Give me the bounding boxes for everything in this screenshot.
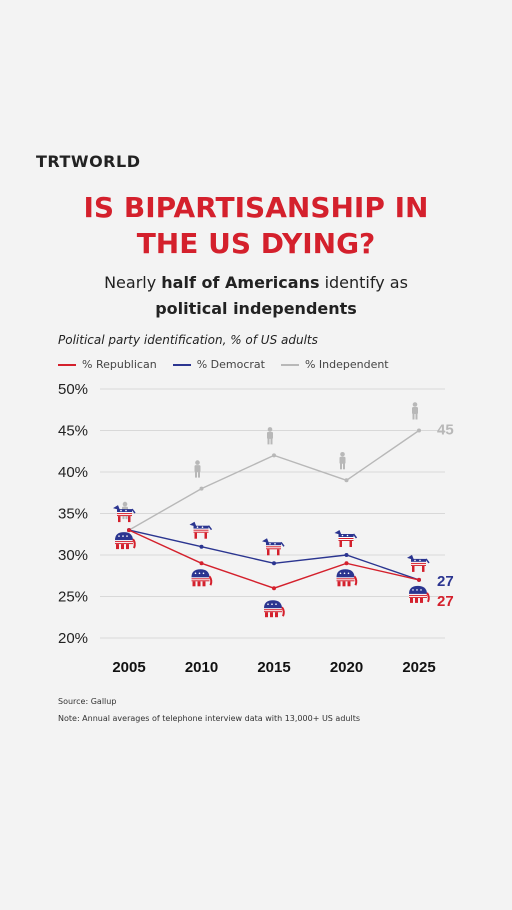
chart-heading: Political party identification, % of US … bbox=[58, 333, 318, 347]
republican-point bbox=[272, 586, 276, 591]
y-tick-label: 30% bbox=[58, 547, 88, 564]
legend-label-republican: % Republican bbox=[82, 358, 157, 371]
donkey-icon bbox=[262, 538, 285, 556]
x-tick-label: 2025 bbox=[402, 659, 435, 676]
title-line-1: IS BIPARTISANSHIP IN bbox=[83, 191, 429, 224]
democrat-point bbox=[199, 544, 204, 549]
y-tick-label: 50% bbox=[58, 381, 88, 398]
republican-point bbox=[199, 561, 204, 566]
legend-label-democrat: % Democrat bbox=[196, 358, 265, 371]
elephant-icon bbox=[264, 600, 285, 618]
independent-line bbox=[128, 429, 420, 531]
x-tick-label: 2005 bbox=[112, 659, 145, 676]
republican-end-label: 27 bbox=[437, 593, 454, 610]
line-chart: 20% 25% 30% 35% 40% 45% 50% 2005 2010 2015 2020 202… bbox=[58, 381, 454, 676]
democrat-point bbox=[344, 553, 349, 557]
footnote: Note: Annual averages of telephone inter… bbox=[58, 714, 360, 723]
person-icon bbox=[339, 452, 346, 470]
republican-point bbox=[127, 528, 131, 533]
republican-point bbox=[344, 561, 349, 566]
y-tick-label: 40% bbox=[58, 464, 88, 481]
y-tick-label: 35% bbox=[58, 506, 88, 523]
subtitle: Nearly half of Americans identify as pol… bbox=[0, 270, 512, 322]
republican-line bbox=[128, 529, 420, 589]
subtitle-bold-1: half of Americans bbox=[161, 273, 320, 292]
donkey-icon bbox=[113, 505, 136, 523]
subtitle-text-1: Nearly bbox=[104, 273, 162, 292]
y-tick-label: 45% bbox=[58, 423, 88, 440]
independent-point bbox=[344, 478, 349, 483]
donkey-icon bbox=[407, 554, 430, 572]
person-icon bbox=[194, 460, 201, 478]
democrat-point bbox=[272, 561, 276, 566]
person-icon bbox=[267, 427, 273, 445]
subtitle-bold-2: political independents bbox=[155, 299, 357, 318]
legend-swatch-democrat bbox=[172, 363, 191, 366]
independent-point bbox=[417, 428, 421, 433]
legend-swatch-independent bbox=[280, 363, 299, 366]
source-note: Source: Gallup bbox=[58, 697, 117, 706]
republican-point bbox=[417, 577, 421, 582]
democrat-end-label: 27 bbox=[437, 573, 454, 590]
independent-point bbox=[272, 453, 276, 458]
independent-point bbox=[199, 486, 204, 491]
person-icon bbox=[412, 402, 418, 420]
elephant-icon bbox=[336, 569, 358, 587]
x-tick-label: 2020 bbox=[330, 659, 363, 676]
legend-item-democrat: % Democrat bbox=[172, 358, 265, 371]
x-tick-label: 2015 bbox=[257, 659, 290, 676]
legend-item-republican: % Republican bbox=[58, 358, 157, 371]
brand-logo: TRTWORLD bbox=[36, 152, 141, 171]
elephant-icon bbox=[191, 569, 213, 587]
subtitle-text-2: identify as bbox=[319, 273, 408, 292]
chart-legend: % Republican % Democrat % Independent bbox=[58, 358, 389, 371]
x-tick-label: 2010 bbox=[185, 659, 218, 676]
donkey-icon bbox=[334, 530, 358, 547]
legend-item-independent: % Independent bbox=[280, 358, 389, 371]
donkey-icon bbox=[189, 521, 213, 539]
y-tick-label: 25% bbox=[58, 589, 88, 606]
legend-swatch-republican bbox=[58, 363, 76, 366]
y-tick-label: 20% bbox=[58, 630, 88, 647]
title-line-2: THE US DYING? bbox=[136, 227, 376, 260]
legend-label-independent: % Independent bbox=[304, 358, 389, 371]
elephant-icon bbox=[409, 585, 430, 603]
page-title: IS BIPARTISANSHIP IN THE US DYING? bbox=[0, 190, 512, 262]
independent-end-label: 45 bbox=[437, 422, 454, 439]
elephant-icon bbox=[115, 532, 136, 550]
